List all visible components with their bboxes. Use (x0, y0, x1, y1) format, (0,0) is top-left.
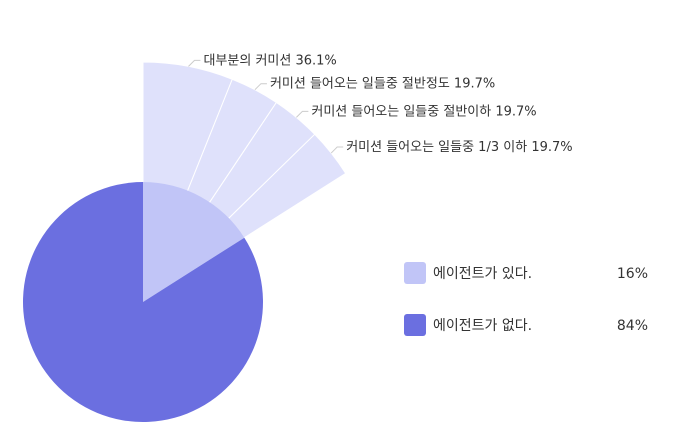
breakdown-callout-3: 커미션 들어오는 일들중 절반이하 19.7% (296, 104, 537, 119)
legend-label-1: 에이전트가 있다. (433, 266, 532, 282)
pie-slices (23, 182, 264, 422)
breakdown-callout-2: 커미션 들어오는 일들중 절반정도 19.7% (254, 77, 495, 92)
legend-value-2: 84% (617, 318, 648, 334)
legend: 에이전트가 있다. 16% 에이전트가 없다. 84% (404, 262, 648, 336)
breakdown-callout-4: 커미션 들어오는 일들중 1/3 이하 19.7% (330, 140, 573, 155)
callout-label-text: 커미션 들어오는 일들중 절반정도 (270, 77, 450, 92)
callout-leader-4 (330, 146, 344, 154)
legend-item-2: 에이전트가 없다. 84% (404, 314, 648, 336)
callout-label-text: 대부분의 커미션 (203, 53, 291, 68)
callout-label-4: 커미션 들어오는 일들중 1/3 이하 19.7% (346, 140, 572, 155)
callout-value-text: 19.7% (454, 77, 495, 92)
legend-item-1: 에이전트가 있다. 16% (404, 262, 648, 284)
callout-value-text: 36.1% (295, 53, 336, 68)
callout-label-text: 커미션 들어오는 일들중 절반이하 (311, 104, 491, 119)
callout-leader-1 (188, 59, 201, 67)
pie-slice-2 (23, 182, 264, 422)
callout-label-2: 커미션 들어오는 일들중 절반정도 19.7% (270, 77, 495, 92)
breakdown-callout-1: 대부분의 커미션 36.1% (188, 53, 337, 68)
legend-value-1: 16% (617, 266, 648, 282)
callout-leader-3 (296, 110, 309, 118)
callout-label-1: 대부분의 커미션 36.1% (203, 53, 336, 68)
breakdown-callouts: 대부분의 커미션 36.1%커미션 들어오는 일들중 절반정도 19.7%커미션… (188, 53, 573, 155)
callout-value-text: 19.7% (531, 140, 572, 155)
callout-label-text: 커미션 들어오는 일들중 1/3 이하 (346, 140, 527, 155)
legend-swatch-1 (404, 262, 426, 284)
legend-label-2: 에이전트가 없다. (433, 318, 532, 334)
pie-slice-1 (143, 182, 245, 302)
callout-label-3: 커미션 들어오는 일들중 절반이하 19.7% (311, 104, 536, 119)
legend-swatch-2 (404, 314, 426, 336)
callout-value-text: 19.7% (495, 104, 536, 119)
callout-leader-2 (254, 83, 267, 91)
